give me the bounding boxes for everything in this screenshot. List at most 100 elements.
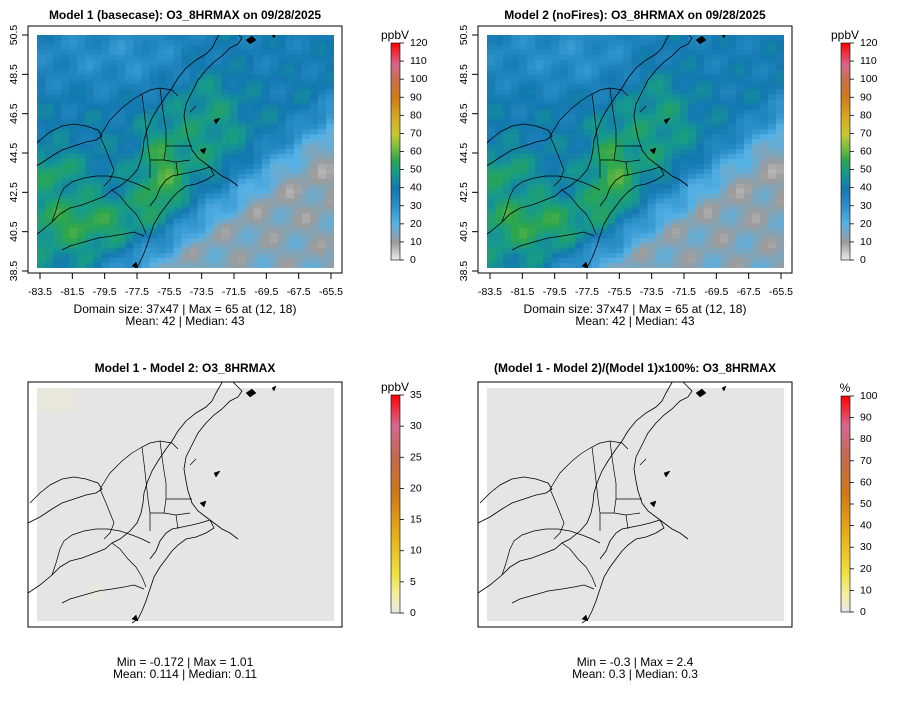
grid-cell xyxy=(543,149,552,155)
grid-cell xyxy=(173,89,183,96)
grid-cell xyxy=(679,188,689,195)
grid-cell xyxy=(687,263,697,268)
grid-cell xyxy=(487,258,496,264)
grid-cell xyxy=(269,59,279,66)
grid-cell xyxy=(189,183,199,190)
grid-cell xyxy=(213,158,223,165)
grid-cell xyxy=(703,54,713,61)
grid-cell xyxy=(519,173,528,180)
grid-cell xyxy=(719,253,729,259)
grid-cell xyxy=(205,44,215,51)
grid-cell xyxy=(157,69,167,76)
grid-cell xyxy=(45,238,54,244)
grid-cell xyxy=(567,233,576,239)
grid-cell xyxy=(743,54,753,61)
grid-cell xyxy=(269,74,279,81)
grid-cell xyxy=(173,99,183,106)
grid-cell xyxy=(607,49,617,56)
grid-cell xyxy=(599,158,609,165)
grid-cell xyxy=(245,163,255,170)
grid-cell xyxy=(157,263,167,268)
grid-cell xyxy=(157,258,167,264)
grid-cell xyxy=(221,99,231,106)
grid-cell xyxy=(77,163,86,170)
grid-cell xyxy=(261,139,271,145)
grid-cell xyxy=(109,64,118,71)
grid-cell xyxy=(205,238,215,244)
grid-cell xyxy=(679,134,689,140)
grid-cell xyxy=(205,253,215,259)
grid-cell xyxy=(607,158,617,165)
grid-cell xyxy=(535,35,544,41)
grid-cell xyxy=(607,248,617,254)
grid-cell xyxy=(205,89,215,96)
grid-cell xyxy=(261,263,271,268)
grid-cell xyxy=(229,238,239,244)
grid-cell xyxy=(229,149,239,155)
grid-cell xyxy=(277,35,287,41)
grid-cell xyxy=(711,213,721,220)
grid-cell xyxy=(751,54,761,61)
grid-cell xyxy=(157,233,167,239)
grid-cell xyxy=(735,54,745,61)
grid-cell xyxy=(567,84,576,91)
grid-cell xyxy=(253,149,263,155)
grid-cell xyxy=(583,89,592,96)
grid-cell xyxy=(213,203,223,210)
grid-cell xyxy=(583,99,592,106)
grid-cell xyxy=(69,149,78,155)
grid-cell xyxy=(631,158,641,165)
grid-cell xyxy=(229,99,239,106)
grid-cell xyxy=(535,183,544,190)
grid-cell xyxy=(751,173,761,180)
grid-cell xyxy=(543,208,552,215)
grid-cell xyxy=(687,228,697,234)
colorbar-tick-label: 50 xyxy=(860,164,872,176)
grid-cell xyxy=(647,35,657,41)
grid-cell xyxy=(37,35,46,41)
grid-cell xyxy=(61,84,70,91)
grid-cell xyxy=(767,134,777,140)
grid-cell xyxy=(117,89,126,96)
grid-cell xyxy=(575,203,584,210)
grid-cell xyxy=(53,119,62,125)
grid-cell xyxy=(197,253,207,259)
grid-cell xyxy=(503,233,512,239)
grid-cell xyxy=(743,218,753,224)
grid-cell xyxy=(197,79,207,86)
grid-cell xyxy=(647,183,657,190)
grid-cell xyxy=(61,193,70,200)
grid-cell xyxy=(663,183,673,190)
grid-cell xyxy=(69,144,78,150)
grid-cell xyxy=(157,104,167,110)
colorbar-tick-label: 90 xyxy=(860,91,872,103)
grid-cell xyxy=(567,59,576,66)
grid-cell xyxy=(503,109,512,115)
grid-cell xyxy=(671,94,681,101)
grid-cell xyxy=(277,218,287,224)
grid-cell xyxy=(301,84,311,91)
grid-cell xyxy=(77,208,86,215)
grid-cell xyxy=(647,168,657,175)
grid-cell xyxy=(61,89,70,96)
grid-cell xyxy=(727,54,737,61)
grid-cell xyxy=(543,54,552,61)
grid-cell xyxy=(317,89,327,96)
grid-cell xyxy=(237,54,247,61)
grid-cell xyxy=(599,258,609,264)
grid-cell xyxy=(775,64,784,71)
grid-cell xyxy=(607,64,617,71)
grid-cell xyxy=(157,193,167,200)
grid-cell xyxy=(623,203,633,210)
panel-model1: Model 1 (basecase): O3_8HRMAX on 09/28/2… xyxy=(8,8,428,328)
stats-line-1: Domain size: 37x47 | Max = 65 at (12, 18… xyxy=(74,302,297,316)
grid-cell xyxy=(703,104,713,110)
grid-cell xyxy=(679,243,689,249)
grid-cell xyxy=(487,163,496,170)
grid-cell xyxy=(535,168,544,175)
grid-cell xyxy=(631,208,641,215)
grid-cell xyxy=(711,243,721,249)
grid-cell xyxy=(101,94,110,101)
grid-cell xyxy=(711,89,721,96)
